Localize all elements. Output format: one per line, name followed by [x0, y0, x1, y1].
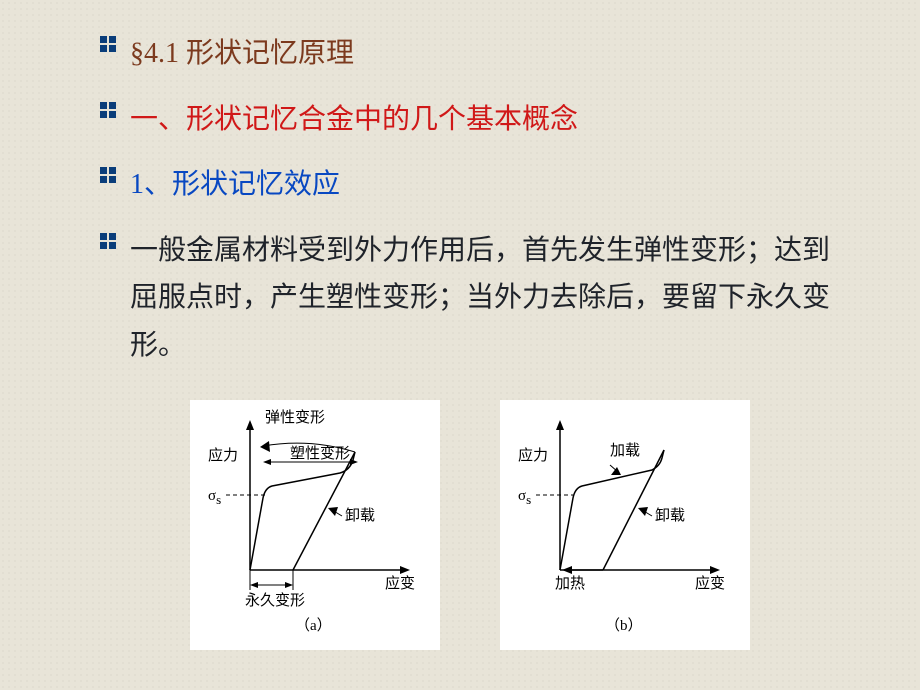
label-permanent: 永久变形 — [245, 592, 305, 609]
y-axis-label: 应力 — [518, 446, 548, 464]
sigma-sub: s — [526, 492, 531, 507]
bullet-icon — [100, 102, 116, 118]
slide-content: §4.1 形状记忆原理 一、形状记忆合金中的几个基本概念 1、形状记忆效应 — [0, 0, 920, 660]
diagram-row: σs — [100, 400, 840, 650]
heading-sub1: 一、形状记忆合金中的几个基本概念 — [130, 96, 578, 144]
line-3: 1、形状记忆效应 — [100, 161, 840, 209]
line-2: 一、形状记忆合金中的几个基本概念 — [100, 96, 840, 144]
bullet-icon — [100, 36, 116, 52]
label-load: 加载 — [610, 442, 640, 459]
bullet-icon — [100, 167, 116, 183]
sigma-sub: s — [216, 492, 221, 507]
caption-b: （b） — [605, 617, 643, 634]
caption-a: （a） — [295, 617, 332, 634]
label-unload: 卸载 — [655, 507, 685, 524]
heading-sub2: 1、形状记忆效应 — [130, 161, 340, 209]
line-4: 一般金属材料受到外力作用后，首先发生弹性变形；达到屈服点时，产生塑性变形；当外力… — [100, 227, 840, 370]
sigma-label: σ — [208, 488, 216, 504]
diagram-a: σs — [190, 400, 440, 650]
heading-section: §4.1 形状记忆原理 — [130, 30, 354, 78]
diagram-b: σs 应力 应变 加载 卸载 加热 — [500, 400, 750, 650]
label-elastic: 弹性变形 — [265, 409, 325, 426]
paragraph-body: 一般金属材料受到外力作用后，首先发生弹性变形；达到屈服点时，产生塑性变形；当外力… — [130, 227, 840, 370]
y-axis-label: 应力 — [208, 446, 238, 464]
line-1: §4.1 形状记忆原理 — [100, 30, 840, 78]
x-axis-label: 应变 — [385, 574, 415, 592]
label-unload: 卸载 — [345, 507, 375, 524]
label-plastic: 塑性变形 — [290, 445, 350, 462]
label-heat: 加热 — [555, 575, 585, 592]
bullet-icon — [100, 233, 116, 249]
sigma-label: σ — [518, 488, 526, 504]
x-axis-label: 应变 — [695, 574, 725, 592]
